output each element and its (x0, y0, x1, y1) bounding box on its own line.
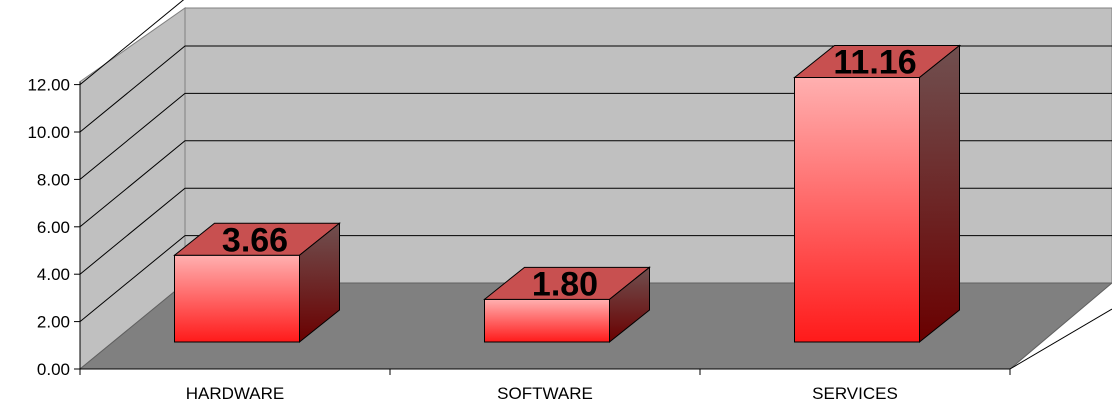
gridline (79, 0, 185, 85)
y-axis: 0.00 2.00 4.00 6.00 8.00 10.00 12.00 (27, 76, 81, 379)
y-tick-label: 12.00 (27, 76, 70, 95)
x-tick-label: SERVICES (812, 384, 898, 403)
bar-hardware: 3.66 (173, 221, 341, 344)
bar-front (174, 254, 300, 343)
x-tick-label: SOFTWARE (497, 384, 593, 403)
y-tick-label: 8.00 (37, 170, 70, 189)
data-label: 3.66 (222, 221, 288, 259)
x-axis: HARDWARE SOFTWARE SERVICES (79, 368, 1011, 403)
floor-edge (1009, 308, 1112, 370)
y-tick-label: 2.00 (37, 313, 70, 332)
y-tick-label: 10.00 (27, 123, 70, 142)
bar-side (919, 44, 960, 344)
data-label: 11.16 (833, 44, 916, 82)
bar-front (484, 298, 610, 343)
y-tick-label: 0.00 (37, 360, 70, 379)
data-label: 1.80 (532, 265, 598, 303)
gridline (79, 45, 1112, 133)
bar-side (299, 222, 340, 344)
bar-services: 11.16 (793, 44, 961, 344)
y-tick-label: 4.00 (37, 265, 70, 284)
bar-front (794, 77, 920, 343)
bars: 3.66 1.80 11.16 (173, 44, 961, 344)
x-tick-label: HARDWARE (186, 384, 285, 403)
bar-software: 1.80 (483, 265, 651, 344)
bar-side (609, 266, 650, 344)
y-tick-label: 6.00 (37, 218, 70, 237)
